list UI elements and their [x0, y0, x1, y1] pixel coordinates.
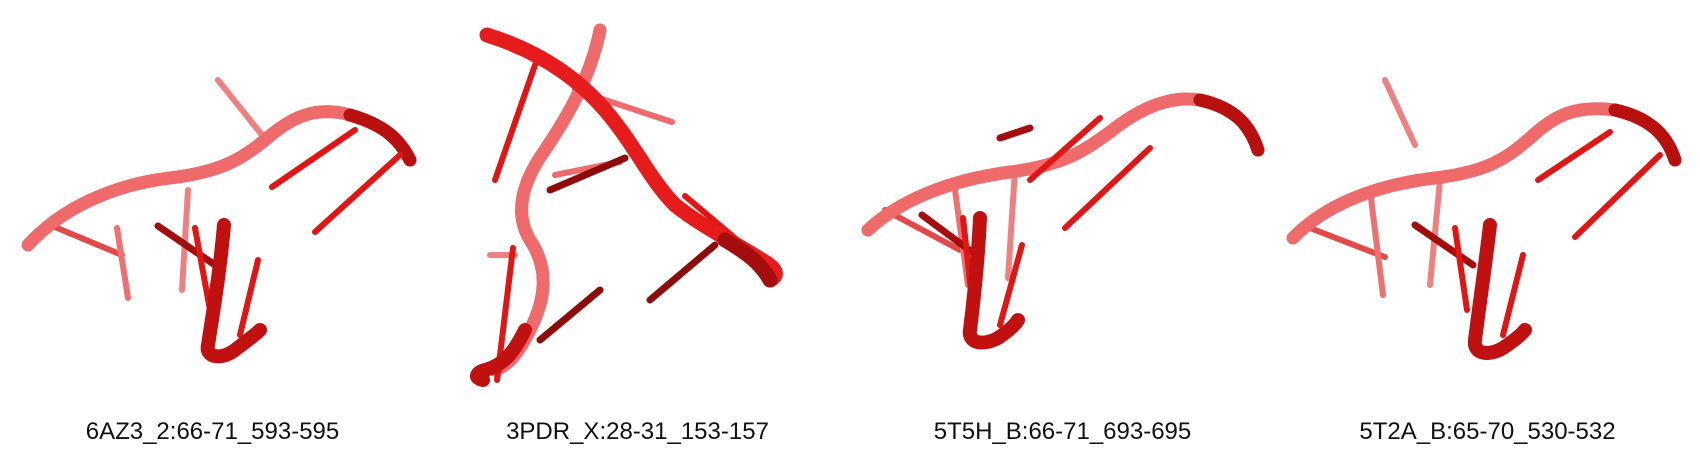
base-stick [918, 211, 984, 262]
base-stick [237, 257, 261, 338]
backbone-strand-end [1608, 103, 1682, 167]
base-stick [154, 222, 219, 269]
backbone-hairpin [962, 211, 1025, 350]
base-stick [1535, 129, 1613, 183]
backbone-strand-end [717, 232, 778, 288]
base-stick [114, 225, 131, 301]
base-stick [996, 124, 1034, 142]
structure-panel-1: 6AZ3_2:66-71_593-595 [0, 0, 425, 460]
base-stick [1367, 187, 1386, 298]
structure-panel-4: 5T2A_B:65-70_530-532 [1275, 0, 1700, 460]
base-stick [1307, 225, 1388, 260]
base-stick [1572, 152, 1663, 240]
base-stick [312, 152, 403, 235]
base-stick [1500, 252, 1526, 338]
backbone-strand [1286, 102, 1682, 245]
base-stick [1005, 167, 1018, 281]
rna-cartoon-3 [861, 92, 1265, 350]
rna-cartoon-2 [470, 23, 783, 387]
structure-label: 5T2A_B:65-70_530-532 [1359, 418, 1616, 445]
backbone-hairpin [200, 218, 267, 364]
base-stick [882, 207, 963, 253]
base-stick [492, 62, 538, 183]
rna-cartoon-1 [21, 77, 417, 364]
base-stick [215, 77, 265, 138]
base-stick [47, 222, 125, 258]
backbone-strand-end [343, 108, 417, 167]
base-stick [1062, 145, 1153, 231]
backbone-hairpin [1467, 218, 1532, 360]
structure-label: 6AZ3_2:66-71_593-595 [85, 418, 340, 445]
base-stick [646, 241, 719, 304]
structure-label: 3PDR_X:28-31_153-157 [506, 418, 769, 445]
structure-label: 5T5H_B:66-71_693-695 [933, 418, 1192, 445]
base-stick [1027, 115, 1103, 183]
rna-cartoon-4 [1286, 77, 1682, 360]
structure-panel-3: 5T5H_B:66-71_693-695 [850, 0, 1275, 460]
structure-panel-2: 3PDR_X:28-31_153-157 [425, 0, 850, 460]
base-stick [1382, 77, 1418, 148]
base-stick [192, 225, 213, 313]
backbone-hairpin [470, 323, 532, 387]
base-stick [1452, 225, 1470, 313]
backbone-strand [861, 92, 1265, 237]
base-stick [546, 154, 629, 194]
base-stick [269, 127, 358, 190]
backbone-strand-end [1193, 93, 1265, 157]
base-stick [179, 187, 191, 293]
base-stick [536, 286, 604, 344]
base-stick [997, 242, 1025, 328]
base-stick [1411, 221, 1477, 269]
base-stick [1427, 177, 1443, 288]
